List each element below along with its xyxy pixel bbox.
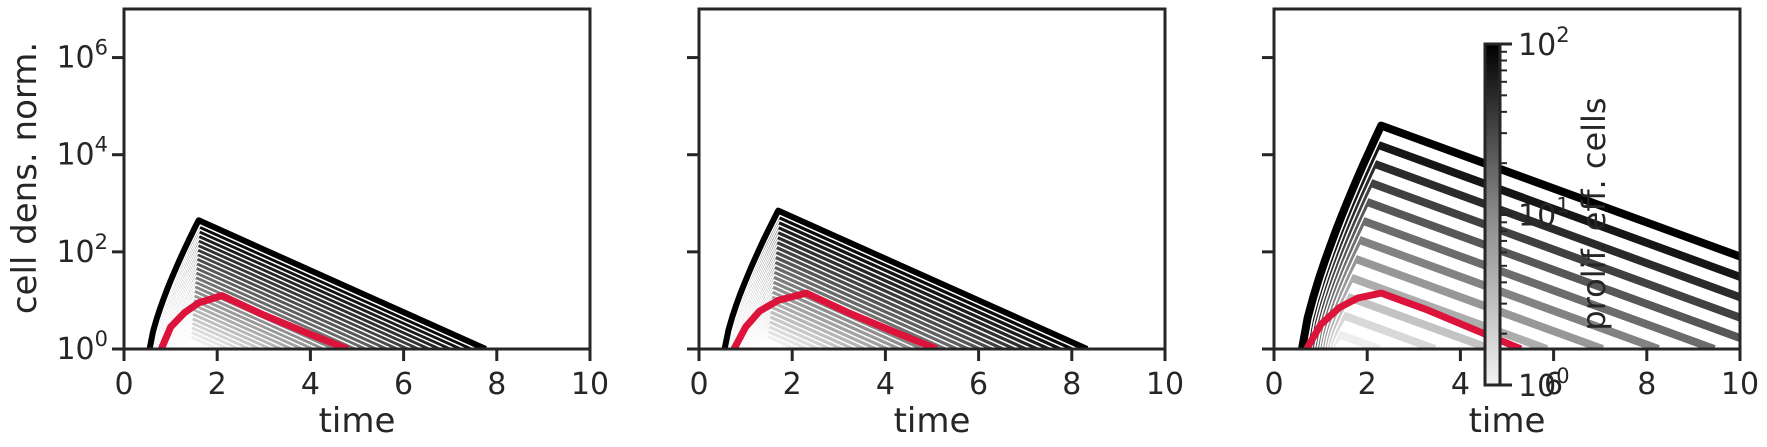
x-tick-label: 8: [1637, 367, 1656, 402]
plot-frame: [1272, 7, 1742, 351]
x-tick-label: 0: [1264, 367, 1283, 402]
highlight-series-line: [1303, 289, 1523, 349]
y-tick-label: 104: [56, 133, 108, 173]
plot-frame: [697, 7, 1167, 351]
x-tick-label: 2: [208, 367, 227, 402]
panel-middle: 0 2 4 6 8 10 time: [687, 7, 1184, 441]
x-tick-label: 4: [876, 367, 895, 402]
highlight-series-line: [730, 289, 939, 349]
x-tick-label: 6: [969, 367, 988, 402]
x-tick-label: 8: [487, 367, 506, 402]
x-axis-label: time: [1469, 401, 1546, 441]
y-axis-label: cell dens. norm.: [5, 42, 45, 314]
colorbar-label: prolif. eff. cells: [1575, 97, 1613, 330]
panel-left: 0 2 4 6 8 10 time 100 102 104 106: [56, 7, 609, 441]
series-group: [1296, 120, 1740, 349]
series-group: [720, 206, 1089, 349]
series-line: [721, 207, 1089, 349]
x-tick-label: 2: [783, 367, 802, 402]
x-tick-label: 4: [301, 367, 320, 402]
x-tick-label: 6: [394, 367, 413, 402]
colorbar-tick-label: 100: [1518, 364, 1570, 404]
series-line: [146, 217, 487, 349]
colorbar-tick-label: 102: [1518, 23, 1570, 63]
highlight-series-line: [158, 292, 349, 349]
y-tick-label: 100: [56, 327, 108, 367]
y-tick-label: 102: [56, 230, 108, 270]
x-tick-label: 0: [689, 367, 708, 402]
x-tick-label: 4: [1451, 367, 1470, 402]
colorbar-tick-label: 101: [1518, 194, 1570, 234]
y-tick-label: 106: [56, 36, 108, 76]
x-axis-label: time: [894, 401, 971, 441]
x-tick-label: 8: [1062, 367, 1081, 402]
x-tick-label: 10: [1146, 367, 1184, 402]
plot-frame: [122, 7, 592, 351]
x-tick-label: 6: [1544, 367, 1563, 402]
series-line: [1298, 121, 1740, 349]
x-tick-label: 0: [114, 367, 133, 402]
x-axis-label: time: [319, 401, 396, 441]
x-tick-label: 2: [1358, 367, 1377, 402]
series-group: [145, 215, 488, 349]
colorbar-gradient: [1483, 42, 1502, 387]
x-tick-label: 10: [1721, 367, 1759, 402]
x-tick-label: 10: [571, 367, 609, 402]
